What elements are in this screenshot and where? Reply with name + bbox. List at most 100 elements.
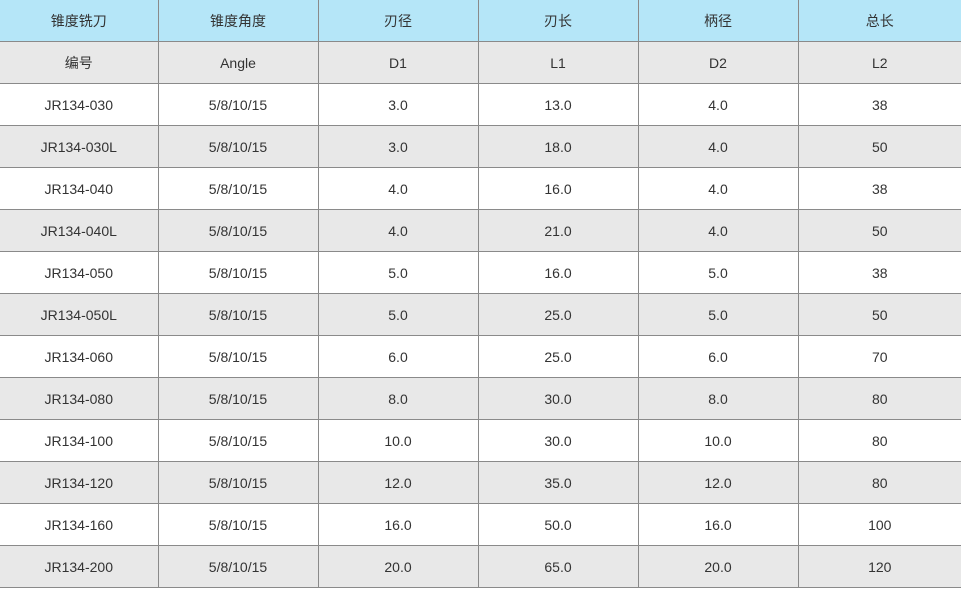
table-cell: 柄径 bbox=[637, 0, 799, 42]
table-cell: 16.0 bbox=[477, 167, 639, 210]
subheader-row: 编号 Angle D1 L1 D2 L2 bbox=[0, 41, 961, 84]
table-cell: 4.0 bbox=[637, 83, 799, 126]
table-cell: 刃径 bbox=[317, 0, 479, 42]
table-cell: 18.0 bbox=[477, 125, 639, 168]
table-cell: 50 bbox=[797, 209, 961, 252]
table-cell: JR134-040 bbox=[0, 167, 159, 210]
table-cell: JR134-060 bbox=[0, 335, 159, 378]
table-cell: 25.0 bbox=[477, 293, 639, 336]
table-row: JR134-030 5/8/10/15 3.0 13.0 4.0 38 bbox=[0, 83, 961, 126]
table-cell: 25.0 bbox=[477, 335, 639, 378]
table-cell: 50 bbox=[797, 293, 961, 336]
table-cell: 刃长 bbox=[477, 0, 639, 42]
table-cell: 5/8/10/15 bbox=[157, 419, 319, 462]
table-cell: 6.0 bbox=[637, 335, 799, 378]
table-cell: 5.0 bbox=[317, 251, 479, 294]
table-row: JR134-040L 5/8/10/15 4.0 21.0 4.0 50 bbox=[0, 209, 961, 252]
table-cell: 4.0 bbox=[317, 167, 479, 210]
table-row: JR134-050 5/8/10/15 5.0 16.0 5.0 38 bbox=[0, 251, 961, 294]
table-cell: 5/8/10/15 bbox=[157, 83, 319, 126]
table-cell: JR134-100 bbox=[0, 419, 159, 462]
table-cell: 5.0 bbox=[317, 293, 479, 336]
table-cell: JR134-040L bbox=[0, 209, 159, 252]
table-cell: JR134-120 bbox=[0, 461, 159, 504]
table-cell: 38 bbox=[797, 251, 961, 294]
table-cell: 锥度角度 bbox=[157, 0, 319, 42]
table-cell: 5.0 bbox=[637, 251, 799, 294]
table-cell: 30.0 bbox=[477, 419, 639, 462]
table-cell: 5/8/10/15 bbox=[157, 251, 319, 294]
table-row: JR134-040 5/8/10/15 4.0 16.0 4.0 38 bbox=[0, 167, 961, 210]
table-cell: 锥度铣刀 bbox=[0, 0, 159, 42]
table-cell: 4.0 bbox=[637, 209, 799, 252]
table-cell: 总长 bbox=[797, 0, 961, 42]
table-cell: 3.0 bbox=[317, 125, 479, 168]
table-cell: JR134-030L bbox=[0, 125, 159, 168]
table-cell: JR134-050 bbox=[0, 251, 159, 294]
table-cell: 80 bbox=[797, 419, 961, 462]
table-cell: 10.0 bbox=[317, 419, 479, 462]
table-cell: 4.0 bbox=[637, 167, 799, 210]
table-cell: 4.0 bbox=[317, 209, 479, 252]
table-cell: 13.0 bbox=[477, 83, 639, 126]
table-cell: JR134-160 bbox=[0, 503, 159, 546]
table-row: JR134-120 5/8/10/15 12.0 35.0 12.0 80 bbox=[0, 461, 961, 504]
table-row: JR134-080 5/8/10/15 8.0 30.0 8.0 80 bbox=[0, 377, 961, 420]
table-cell: 5/8/10/15 bbox=[157, 545, 319, 588]
table-cell: 编号 bbox=[0, 41, 159, 84]
table-cell: 20.0 bbox=[637, 545, 799, 588]
table-cell: 5/8/10/15 bbox=[157, 293, 319, 336]
table-row: JR134-030L 5/8/10/15 3.0 18.0 4.0 50 bbox=[0, 125, 961, 168]
table-cell: 30.0 bbox=[477, 377, 639, 420]
table-row: JR134-160 5/8/10/15 16.0 50.0 16.0 100 bbox=[0, 503, 961, 546]
table-cell: 5/8/10/15 bbox=[157, 209, 319, 252]
table-cell: 5/8/10/15 bbox=[157, 167, 319, 210]
table-cell: 80 bbox=[797, 461, 961, 504]
table-cell: 35.0 bbox=[477, 461, 639, 504]
table-cell: 3.0 bbox=[317, 83, 479, 126]
table-cell: 120 bbox=[797, 545, 961, 588]
table-cell: L2 bbox=[797, 41, 961, 84]
table-cell: 21.0 bbox=[477, 209, 639, 252]
table-cell: 6.0 bbox=[317, 335, 479, 378]
table-row: JR134-050L 5/8/10/15 5.0 25.0 5.0 50 bbox=[0, 293, 961, 336]
table-cell: 12.0 bbox=[317, 461, 479, 504]
table-cell: D2 bbox=[637, 41, 799, 84]
header-row: 锥度铣刀 锥度角度 刃径 刃长 柄径 总长 bbox=[0, 0, 961, 42]
table-cell: 38 bbox=[797, 83, 961, 126]
table-cell: 10.0 bbox=[637, 419, 799, 462]
table-cell: 20.0 bbox=[317, 545, 479, 588]
table-cell: 16.0 bbox=[317, 503, 479, 546]
table-cell: 65.0 bbox=[477, 545, 639, 588]
table-cell: 8.0 bbox=[637, 377, 799, 420]
table-cell: 5/8/10/15 bbox=[157, 503, 319, 546]
table-cell: D1 bbox=[317, 41, 479, 84]
table-cell: Angle bbox=[157, 41, 319, 84]
table-cell: 5/8/10/15 bbox=[157, 377, 319, 420]
table-cell: 12.0 bbox=[637, 461, 799, 504]
table-row: JR134-200 5/8/10/15 20.0 65.0 20.0 120 bbox=[0, 545, 961, 588]
table-cell: 4.0 bbox=[637, 125, 799, 168]
table-cell: 5/8/10/15 bbox=[157, 125, 319, 168]
table-row: JR134-100 5/8/10/15 10.0 30.0 10.0 80 bbox=[0, 419, 961, 462]
table-cell: 50 bbox=[797, 125, 961, 168]
table-cell: 100 bbox=[797, 503, 961, 546]
table-cell: 38 bbox=[797, 167, 961, 210]
table-cell: 50.0 bbox=[477, 503, 639, 546]
table-cell: 80 bbox=[797, 377, 961, 420]
table-cell: JR134-200 bbox=[0, 545, 159, 588]
table-cell: 5/8/10/15 bbox=[157, 335, 319, 378]
table-cell: 70 bbox=[797, 335, 961, 378]
table-cell: JR134-030 bbox=[0, 83, 159, 126]
table-cell: 8.0 bbox=[317, 377, 479, 420]
table-cell: L1 bbox=[477, 41, 639, 84]
table-cell: 5.0 bbox=[637, 293, 799, 336]
table-cell: JR134-050L bbox=[0, 293, 159, 336]
table-row: JR134-060 5/8/10/15 6.0 25.0 6.0 70 bbox=[0, 335, 961, 378]
table-cell: 16.0 bbox=[637, 503, 799, 546]
table-cell: JR134-080 bbox=[0, 377, 159, 420]
table-cell: 16.0 bbox=[477, 251, 639, 294]
table-cell: 5/8/10/15 bbox=[157, 461, 319, 504]
